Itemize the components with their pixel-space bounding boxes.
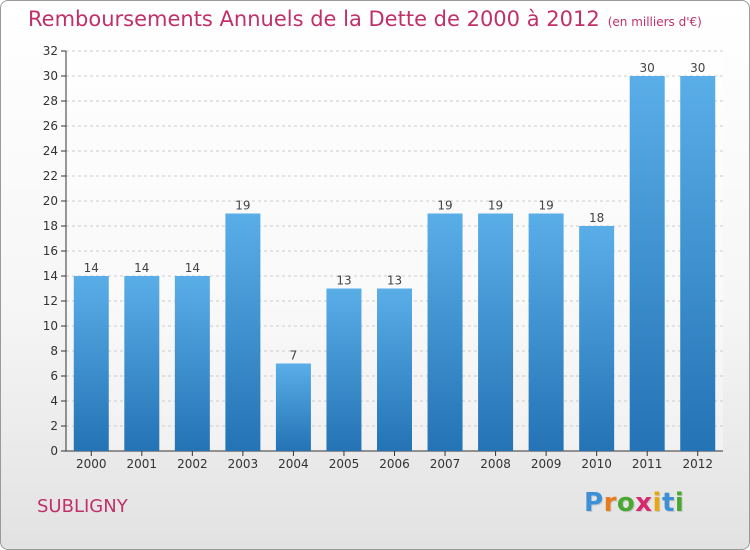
y-tick-label: 28 <box>43 94 58 108</box>
data-label: 13 <box>387 274 402 288</box>
y-tick-label: 26 <box>43 119 58 133</box>
logo-letter: r <box>603 488 617 518</box>
y-tick-label: 18 <box>43 219 58 233</box>
y-tick-label: 4 <box>50 394 58 408</box>
data-label: 14 <box>134 261 149 275</box>
bar <box>427 213 463 451</box>
town-name: SUBLIGNY <box>37 496 128 517</box>
data-label: 18 <box>589 211 604 225</box>
y-tick-label: 0 <box>50 444 58 458</box>
data-label: 19 <box>488 199 503 213</box>
y-tick-label: 20 <box>43 194 58 208</box>
data-label: 7 <box>290 349 298 363</box>
logo-letter: i <box>652 488 662 518</box>
bar <box>124 276 160 451</box>
x-tick-label: 2004 <box>278 457 309 471</box>
x-tick-label: 2005 <box>329 457 360 471</box>
y-tick-label: 12 <box>43 294 58 308</box>
data-label: 19 <box>437 199 452 213</box>
data-label: 14 <box>84 261 99 275</box>
bar <box>478 213 514 451</box>
y-tick-label: 22 <box>43 169 58 183</box>
x-tick-label: 2011 <box>632 457 663 471</box>
y-tick-label: 32 <box>43 44 58 58</box>
x-tick-label: 2006 <box>379 457 410 471</box>
x-tick-label: 2010 <box>581 457 612 471</box>
logo-letter: t <box>661 488 675 518</box>
data-label: 30 <box>640 61 655 75</box>
data-label: 19 <box>235 199 250 213</box>
x-tick-label: 2001 <box>127 457 158 471</box>
logo-letter: o <box>616 488 636 518</box>
data-label: 19 <box>538 199 553 213</box>
x-tick-label: 2012 <box>682 457 713 471</box>
data-label: 30 <box>690 61 705 75</box>
bar <box>73 276 109 451</box>
x-tick-label: 2009 <box>531 457 562 471</box>
bar <box>174 276 210 451</box>
y-tick-label: 6 <box>50 369 58 383</box>
y-tick-label: 14 <box>43 269 58 283</box>
bar <box>326 288 362 451</box>
chart-unit: (en milliers d'€) <box>607 15 702 29</box>
bar <box>377 288 412 451</box>
proxiti-logo: Proxiti <box>584 488 684 518</box>
x-tick-label: 2008 <box>480 457 511 471</box>
y-tick-label: 24 <box>43 144 58 158</box>
bar <box>275 363 311 451</box>
logo-letter: x <box>635 488 653 518</box>
data-label: 14 <box>185 261 200 275</box>
logo-letter: i <box>674 488 685 518</box>
bar <box>528 213 564 451</box>
y-tick-label: 30 <box>43 69 58 83</box>
logo-letter: P <box>584 488 604 518</box>
y-tick-label: 16 <box>43 244 58 258</box>
x-tick-label: 2002 <box>177 457 208 471</box>
bar <box>680 76 716 451</box>
bar <box>629 76 665 451</box>
x-tick-label: 2003 <box>228 457 259 471</box>
chart-title: Remboursements Annuels de la Dette de 20… <box>28 7 702 31</box>
x-tick-label: 2000 <box>76 457 107 471</box>
bar <box>579 226 615 451</box>
x-tick-label: 2007 <box>430 457 461 471</box>
bar <box>225 213 261 451</box>
y-tick-label: 8 <box>50 344 58 358</box>
y-tick-label: 10 <box>43 319 58 333</box>
data-label: 13 <box>336 274 351 288</box>
y-tick-label: 2 <box>50 419 58 433</box>
chart-title-text: Remboursements Annuels de la Dette de 20… <box>28 7 600 31</box>
